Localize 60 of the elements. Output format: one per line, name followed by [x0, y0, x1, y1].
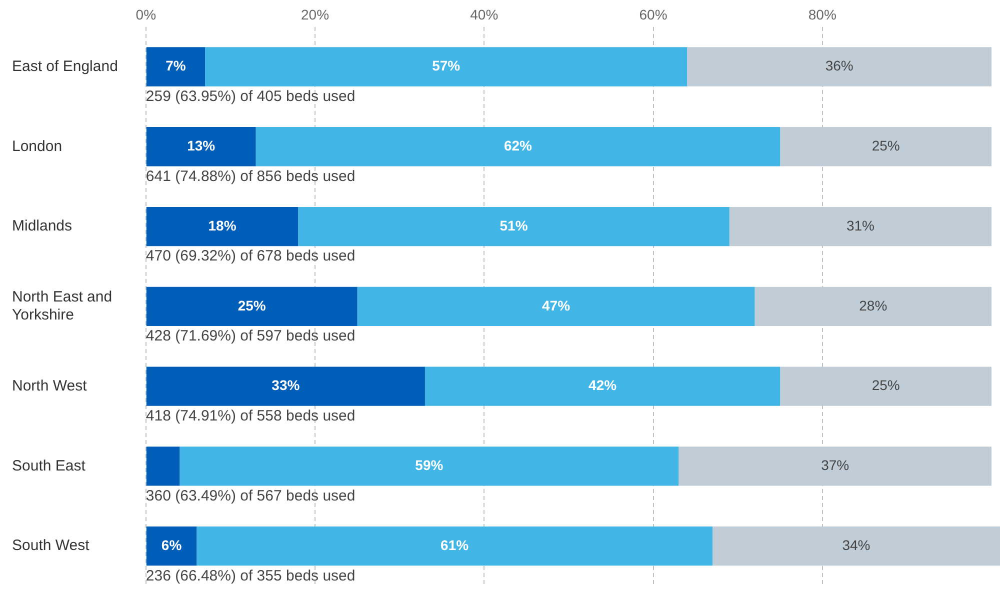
data-label: 18% — [208, 217, 237, 234]
bar — [678, 446, 992, 486]
data-label: 61% — [440, 536, 470, 553]
annotation: 360 (63.49%) of 567 beds used — [146, 487, 356, 504]
data-label: 25% — [872, 137, 900, 154]
bar — [729, 206, 992, 246]
y-tick-label: North West — [12, 377, 88, 394]
bar — [146, 286, 358, 326]
bar — [424, 366, 780, 406]
data-label: 42% — [588, 377, 618, 394]
data-label: 34% — [842, 536, 870, 553]
x-tick-label: 0% — [136, 6, 156, 22]
bar — [357, 286, 755, 326]
bar — [146, 446, 180, 486]
bar — [780, 366, 992, 406]
bar — [146, 526, 197, 566]
y-tick-label: Midlands — [12, 218, 72, 235]
bar — [754, 286, 992, 326]
data-label: 25% — [872, 377, 900, 394]
bar — [146, 206, 298, 246]
data-label: 7% — [166, 58, 186, 74]
x-tick-label: 40% — [470, 6, 498, 22]
x-tick-label: 60% — [639, 6, 668, 22]
x-tick-label: 20% — [301, 6, 330, 22]
y-tick-label: South East — [12, 457, 86, 474]
x-tick-label: 80% — [808, 6, 836, 22]
bar — [298, 206, 730, 246]
bar — [146, 47, 206, 86]
data-label: 25% — [238, 297, 266, 314]
bar — [205, 47, 688, 86]
data-label: 57% — [432, 58, 461, 74]
data-label: 33% — [272, 377, 300, 394]
annotation: 418 (74.91%) of 558 beds used — [146, 408, 356, 424]
bar — [180, 446, 679, 486]
annotation: 259 (63.95%) of 405 beds used — [146, 88, 356, 105]
data-label: 59% — [415, 457, 444, 474]
bar — [712, 526, 1000, 566]
y-tick-label: South West — [12, 537, 90, 554]
data-label: 51% — [500, 217, 528, 234]
data-label: 37% — [821, 457, 850, 474]
bar — [146, 366, 425, 406]
data-label: 31% — [846, 217, 874, 234]
annotation: 428 (71.69%) of 597 beds used — [146, 328, 356, 345]
annotation: 470 (69.32%) of 678 beds used — [146, 248, 356, 265]
data-label: 47% — [542, 297, 571, 314]
y-tick-label: North East and Yorkshire — [12, 288, 112, 324]
data-label: 13% — [187, 137, 216, 154]
data-label: 28% — [859, 297, 888, 314]
bar — [780, 127, 992, 166]
data-label: 62% — [504, 137, 533, 154]
data-label: 6% — [161, 536, 182, 553]
y-tick-label: East of England — [12, 58, 118, 75]
bar — [146, 127, 256, 166]
bar — [687, 47, 992, 86]
annotation: 236 (66.48%) of 355 beds used — [146, 567, 356, 584]
bar — [256, 127, 780, 166]
y-tick-label: London — [12, 138, 62, 155]
data-label: 36% — [825, 58, 854, 74]
bar — [196, 526, 712, 566]
annotation: 641 (74.88%) of 856 beds used — [146, 168, 356, 185]
